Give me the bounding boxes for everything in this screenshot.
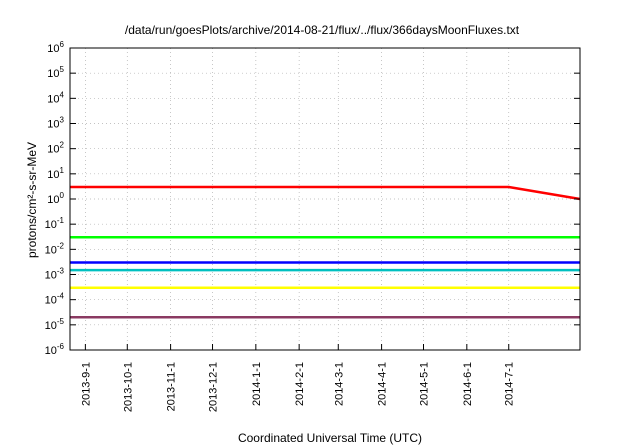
y-tick-label: 102 — [47, 141, 64, 156]
y-tick-label: 100 — [47, 191, 64, 206]
y-tick-label: 106 — [47, 40, 64, 55]
grid — [70, 47, 580, 351]
x-tick-label: 2014-1-1 — [251, 362, 263, 406]
x-tick-label: 2014-2-1 — [294, 362, 306, 406]
y-tick-label: 10-4 — [45, 292, 65, 307]
x-tick-label: 2013-10-1 — [122, 362, 134, 412]
y-tick-label: 10-3 — [45, 267, 65, 282]
x-tick-label: 2014-3-1 — [333, 362, 345, 406]
y-tick-label: 10-2 — [45, 241, 65, 256]
series-group — [70, 185, 581, 319]
plot-frame — [69, 47, 581, 351]
y-tick-label: 10-6 — [45, 342, 65, 357]
x-tick-label: 2013-12-1 — [208, 362, 220, 412]
y-tick-label: 103 — [47, 116, 64, 131]
y-tick-label: 104 — [47, 90, 64, 105]
series-line — [70, 185, 581, 201]
x-axis-title: Coordinated Universal Time (UTC) — [238, 431, 422, 445]
x-tick-label: 2013-11-1 — [166, 362, 178, 411]
x-tick-label: 2013-9-1 — [80, 362, 92, 406]
y-axis-title: protons/cm²-s-sr-MeV — [25, 142, 39, 258]
axes: 10-6 10-5 10-4 10-3 10-2 10-1 100 101 102 103 104 1… — [45, 40, 580, 412]
chart-title: /data/run/goesPlots/archive/2014-08-21/f… — [125, 23, 520, 37]
y-tick-label: 10-1 — [45, 216, 65, 231]
x-tick-label: 2014-7-1 — [504, 362, 516, 406]
x-tick-label: 2014-6-1 — [462, 362, 474, 406]
y-tick-label: 101 — [47, 166, 64, 181]
y-tick-label: 10-5 — [45, 317, 65, 332]
x-tick-label: 2014-5-1 — [419, 362, 431, 406]
y-tick-label: 105 — [47, 65, 64, 80]
x-tick-label: 2014-4-1 — [377, 362, 389, 406]
